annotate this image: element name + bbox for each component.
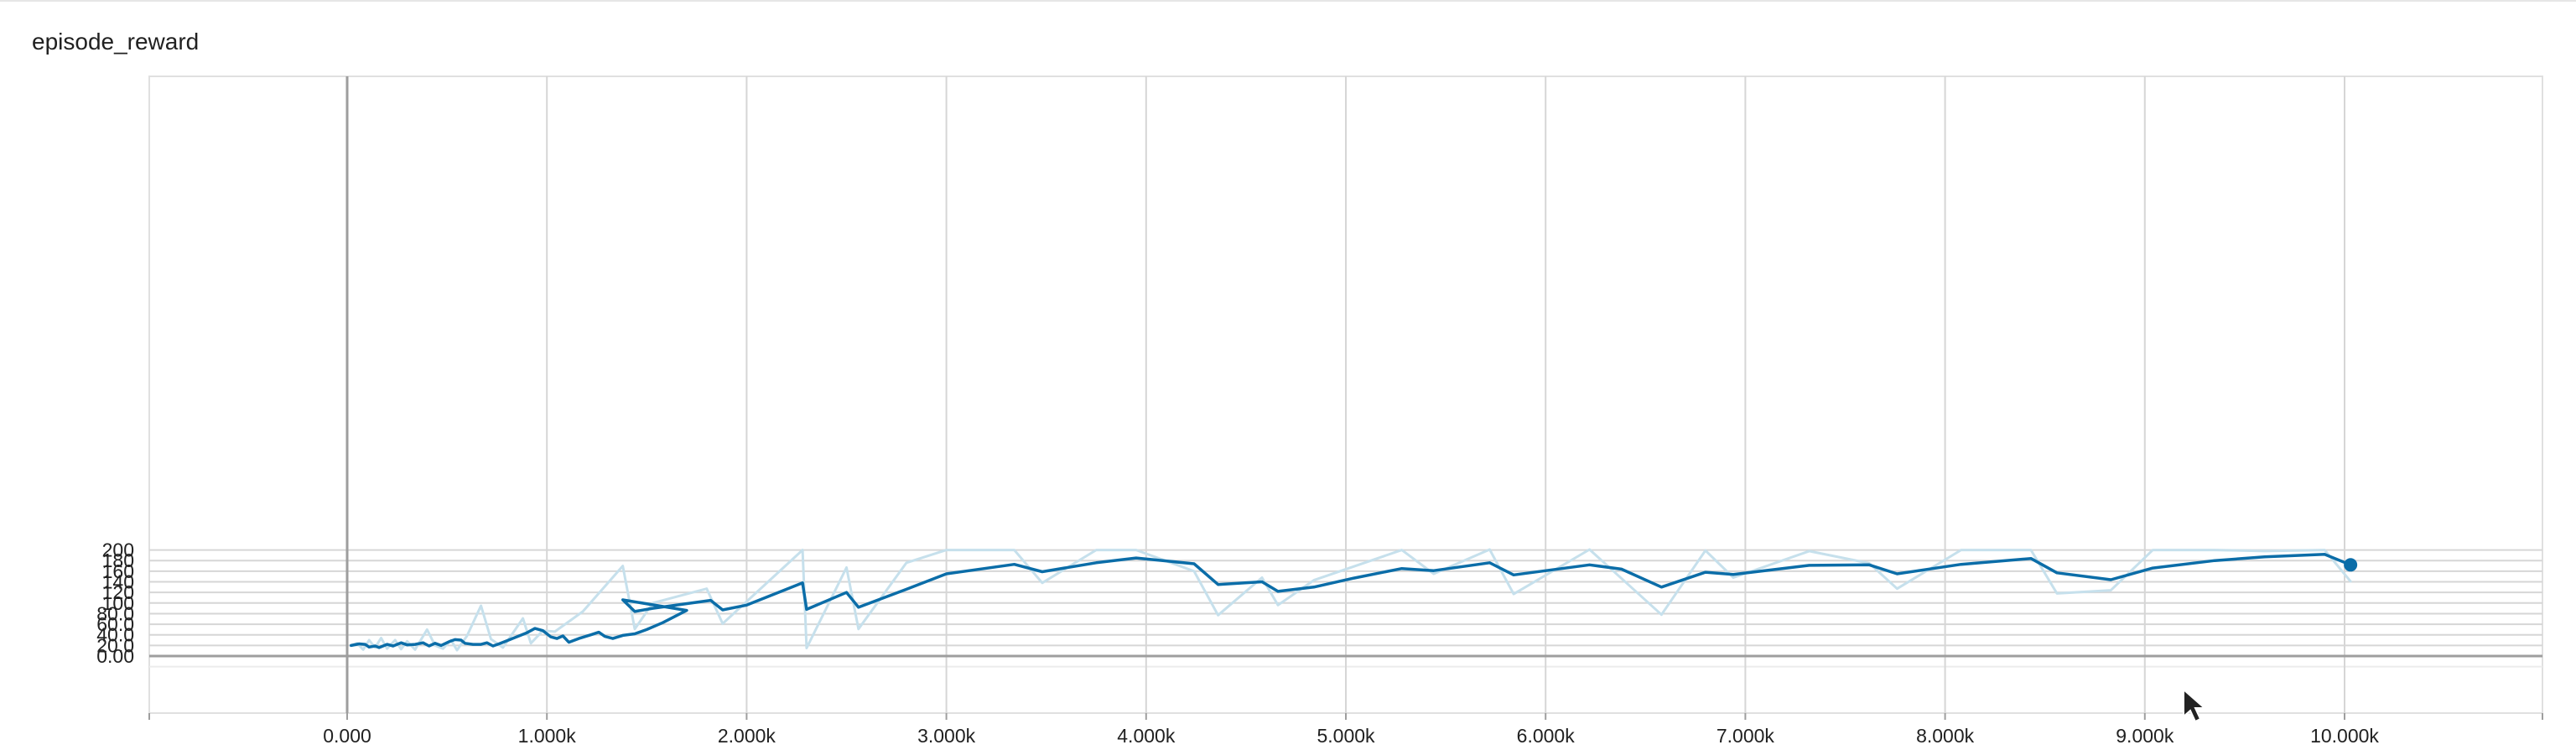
- y-tick-label: 160: [102, 560, 134, 582]
- y-tick-label: 100: [102, 592, 134, 614]
- x-tick-label: 8.000k: [1916, 725, 1975, 747]
- x-tick-label: 2.000k: [718, 725, 776, 747]
- mouse-cursor-icon: [2183, 688, 2207, 723]
- y-tick-label: 60.0: [96, 613, 134, 635]
- x-tick-label: 3.000k: [917, 725, 976, 747]
- x-tick-label: 4.000k: [1117, 725, 1176, 747]
- x-tick-label: 7.000k: [1716, 725, 1775, 747]
- last-point-marker[interactable]: [2344, 558, 2358, 572]
- y-tick-label: 140: [102, 571, 134, 593]
- raw-series-line: [350, 548, 2352, 652]
- chart-title: episode_reward: [32, 29, 200, 55]
- y-tick-label: 0.00: [96, 645, 134, 667]
- y-tick-label: 200: [102, 539, 134, 561]
- x-tick-label: 0.000: [323, 725, 371, 747]
- axes: [148, 76, 2543, 720]
- y-tick-label: 80.0: [96, 602, 134, 624]
- smoothed-series-line: [350, 552, 2352, 649]
- y-tick-label: 180: [102, 549, 134, 571]
- x-tick-labels: 0.000 1.000k 2.000k 3.000k 4.000k 5.000k 6.000…: [323, 725, 2379, 747]
- y-tick-label: 40.0: [96, 624, 134, 646]
- x-tick-label: 1.000k: [518, 725, 577, 747]
- y-tick-label: 120: [102, 581, 134, 603]
- top-divider: [0, 0, 2576, 2]
- grid: [148, 76, 2543, 714]
- x-tick-label: 9.000k: [2116, 725, 2174, 747]
- x-tick-label: 5.000k: [1317, 725, 1375, 747]
- x-tick-label: 6.000k: [1517, 725, 1576, 747]
- series-layer: [350, 548, 2358, 652]
- x-tick-label: 10.000k: [2310, 725, 2379, 747]
- y-tick-label: 20.0: [96, 634, 134, 656]
